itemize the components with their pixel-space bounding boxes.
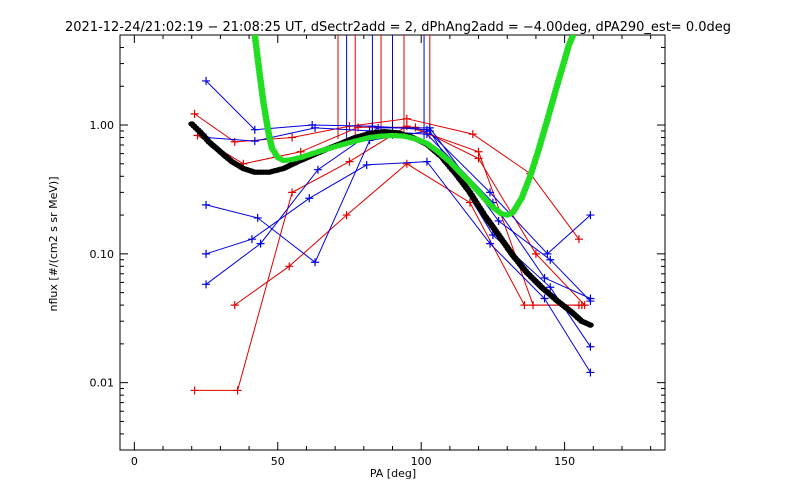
red-data-point [402,159,411,168]
red-data-point [285,262,294,271]
fit-curves [188,35,594,328]
y-tick-label: 0.10 [90,248,115,261]
red-data-point [288,133,297,142]
blue-data-point [253,213,262,222]
x-axis: 0 50 100 150 [131,35,652,468]
red-data-point [465,198,474,207]
red-data-point [520,301,529,310]
x-tick-label: 0 [131,455,138,468]
blue-data-point [256,239,265,248]
blue-data-point [546,283,555,292]
red-data-point [468,130,477,139]
blue-data-point [486,188,495,197]
y-tick-label: 0.01 [90,377,115,390]
blue-data-point [494,216,503,225]
blue-data-point [425,123,434,132]
y-axis: 0.01 0.10 1.00 [90,34,665,451]
red-data-point [296,147,305,156]
blue-data-point [486,239,495,248]
blue-data-point [311,258,320,267]
red-data-point [411,123,420,132]
red-data-point [342,211,351,220]
blue-data-point [202,200,211,209]
y-tick-label: 1.00 [90,119,115,132]
red-series-line [197,126,586,306]
blue-data-point [422,157,431,166]
blue-data-point [202,280,211,289]
blue-data-point [250,137,259,146]
blue-data-point [586,368,595,377]
x-tick-label: 100 [411,455,432,468]
blue-data-point [202,76,211,85]
red-data-point [474,147,483,156]
red-data-point [531,249,540,258]
blue-data-point [202,249,211,258]
blue-data-point [250,125,259,134]
blue-data-point [586,297,595,306]
blue-data-point [247,235,256,244]
blue-data-point [540,273,549,282]
black-fit-dot [587,322,594,328]
x-tick-label: 50 [271,455,285,468]
blue-data-point [543,249,552,258]
blue-series-line [206,127,591,299]
blue-data-point [313,165,322,174]
red-series-line [194,113,580,240]
blue-series-line [205,127,591,302]
red-data-point [402,114,411,123]
blue-data-point [311,123,320,132]
green-fit-dot [569,35,577,38]
red-data-point [577,301,586,310]
red-data-point [574,235,583,244]
blue-data-point [586,211,595,220]
red-data-point [233,386,242,395]
red-data-point [288,188,297,197]
red-data-point [190,386,199,395]
marker-lines [337,35,431,139]
blue-series-line [205,161,591,373]
red-series-line [194,125,579,391]
blue-data-point [362,160,371,169]
red-data-point [230,301,239,310]
blue-data-point [586,342,595,351]
y-axis-label: nflux [#/(cm2 s sr MeV)] [47,177,60,312]
red-data-point [190,109,199,118]
blue-data-point [540,294,549,303]
blue-data-point [305,194,314,203]
blue-data-point [546,255,555,264]
red-data-point [345,157,354,166]
x-tick-label: 150 [554,455,575,468]
x-axis-label: PA [deg] [370,467,416,480]
chart-title: 2021-12-24/21:02:19 − 21:08:25 UT, dSect… [65,20,731,35]
blue-data-point [368,122,377,131]
